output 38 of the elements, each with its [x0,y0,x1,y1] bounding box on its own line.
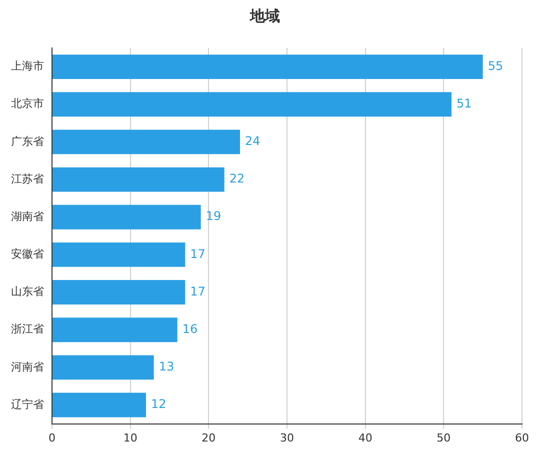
bar [52,167,224,192]
x-tick-label: 30 [280,431,294,444]
bar [52,318,178,342]
y-tick-label: 上海市 [11,60,44,73]
data-label: 13 [158,360,174,374]
bar [52,355,154,380]
bar [52,92,452,117]
y-tick-label: 浙江省 [11,322,44,336]
bar [52,54,483,80]
data-label: 24 [245,134,260,148]
bar [52,242,186,267]
bar [52,130,240,154]
x-tick-label: 40 [358,431,372,444]
chart-title: 地域 [249,6,280,25]
bar [52,392,146,418]
data-label: 55 [488,58,504,73]
data-label: 17 [190,284,206,298]
x-tick-label: 0 [48,431,56,444]
y-tick-label: 辽宁省 [11,398,44,411]
y-tick-label: 广东省 [11,134,44,148]
x-tick-label: 60 [515,431,529,444]
x-tick-label: 10 [123,431,138,444]
bar [52,204,201,230]
y-tick-label: 江苏省 [11,172,44,186]
data-label: 22 [229,172,245,186]
bar [52,280,186,304]
y-tick-label: 湖南省 [11,210,44,223]
x-tick-label: 50 [436,431,451,444]
data-label: 16 [182,322,198,336]
data-label: 12 [151,397,166,412]
data-label: 51 [456,96,472,110]
y-tick-label: 安徽省 [11,248,44,261]
y-tick-label: 河南省 [11,360,44,374]
data-label: 19 [206,209,222,224]
y-tick-label: 北京市 [11,97,44,110]
y-tick-label: 山东省 [11,285,44,298]
x-tick-label: 20 [202,431,216,444]
data-label: 17 [190,246,206,261]
